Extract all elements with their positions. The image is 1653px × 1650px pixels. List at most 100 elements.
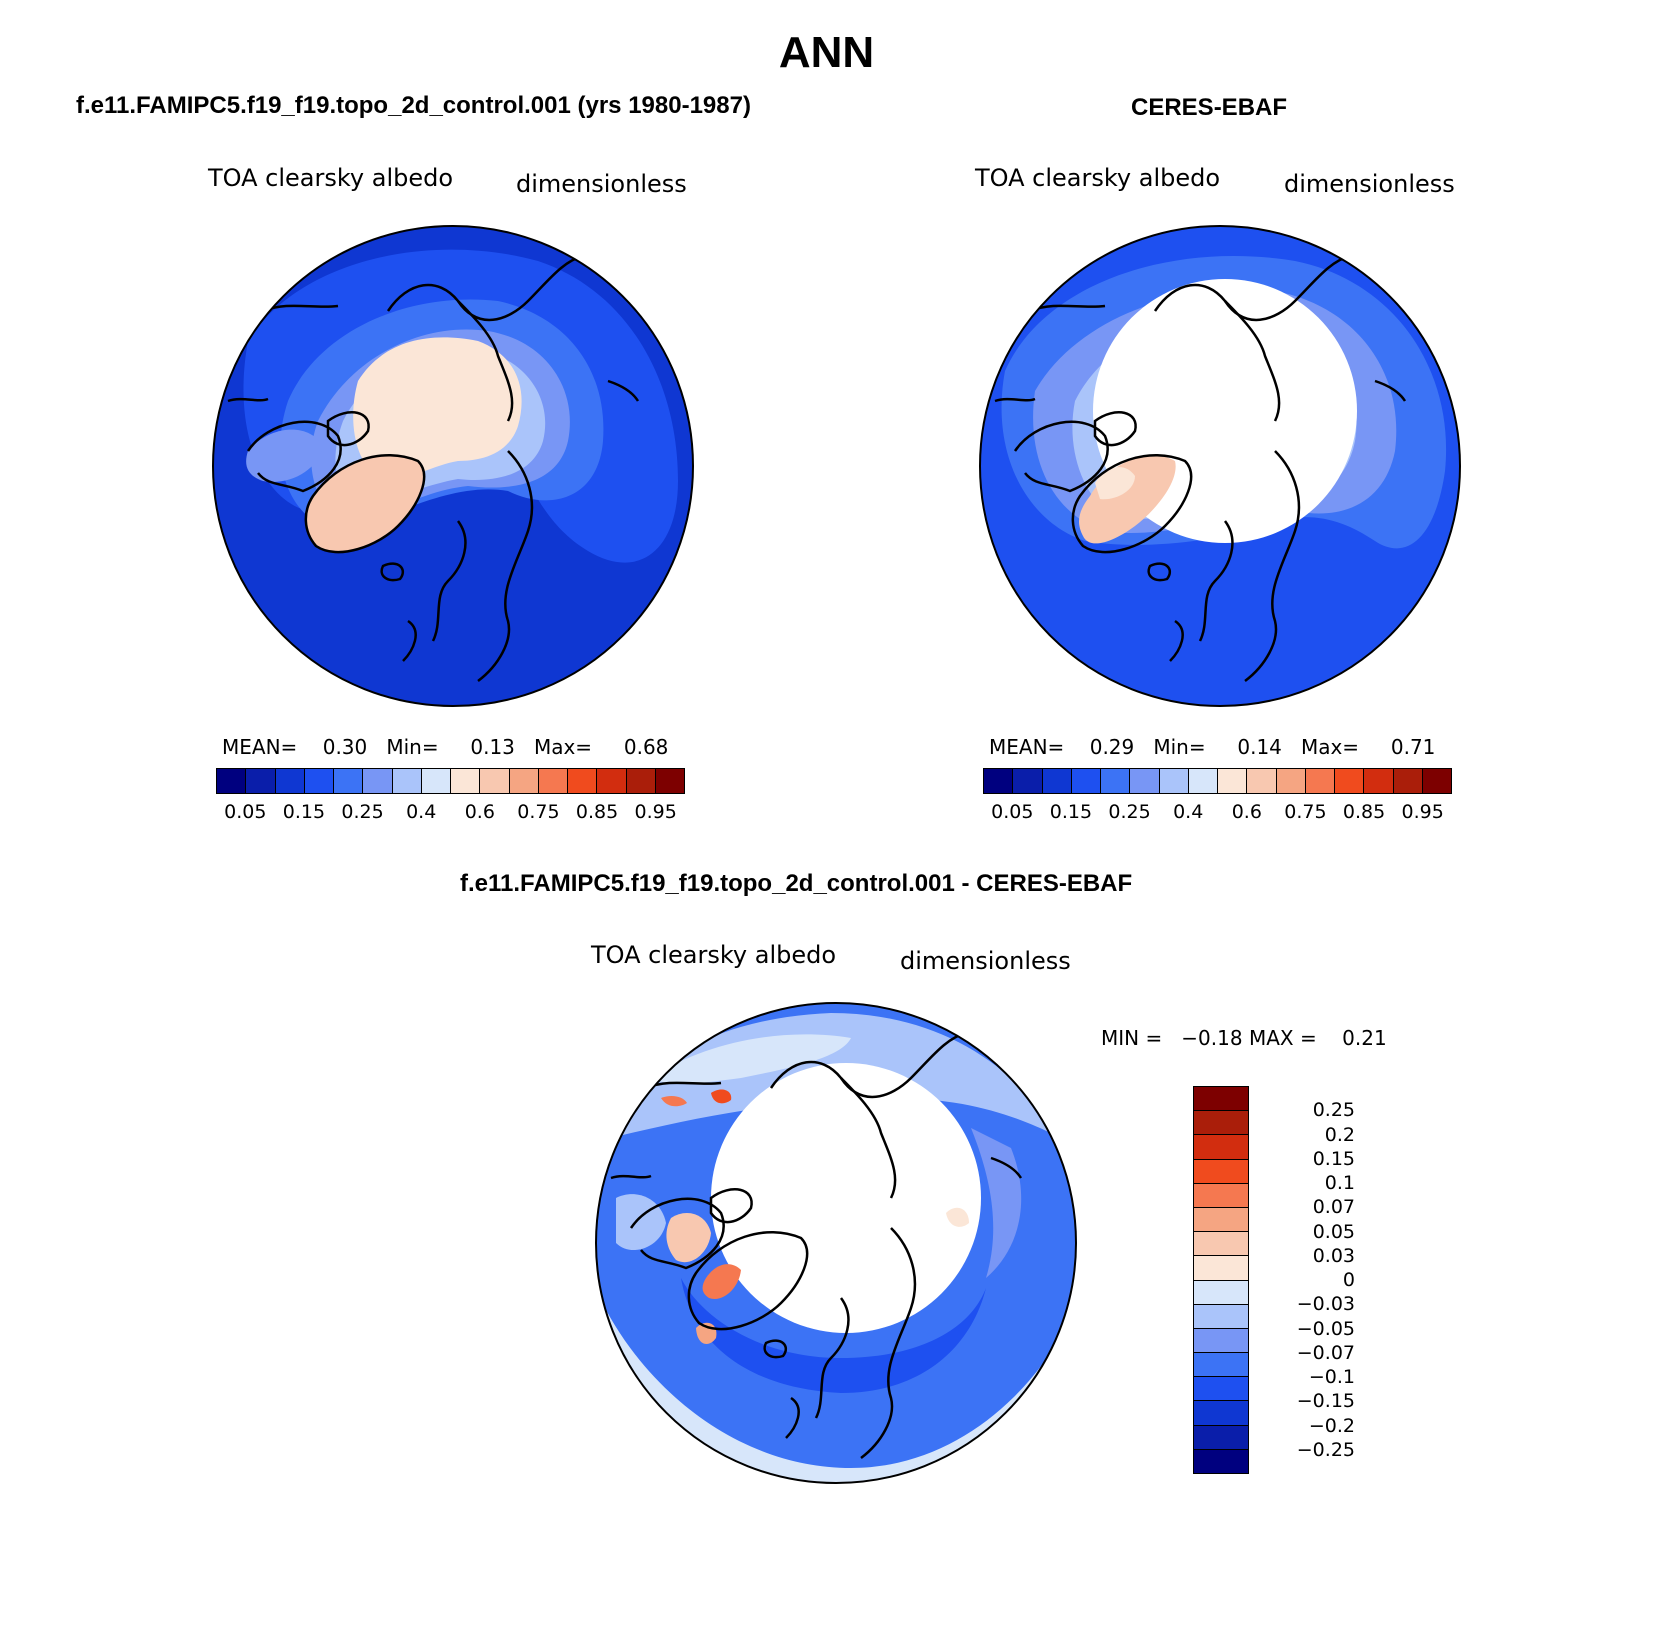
colorbar-tick-label: 0.75 <box>517 801 560 823</box>
colorbar-swatch <box>217 769 247 793</box>
colorbar-swatch <box>480 769 510 793</box>
colorbar-swatch <box>1194 1400 1248 1425</box>
panel-1-variable: TOA clearsky albedo <box>208 164 454 192</box>
panel-2-title: CERES-EBAF <box>1131 94 1288 121</box>
panel-3-stats: MIN = −0.18 MAX = 0.21 <box>1101 1026 1387 1050</box>
colorbar-tick-label: 0.75 <box>1284 801 1327 823</box>
panel-3-variable: TOA clearsky albedo <box>591 941 837 969</box>
colorbar-tick-label: 0.95 <box>634 801 677 823</box>
colorbar-swatch <box>334 769 364 793</box>
colorbar-swatch <box>1194 1376 1248 1401</box>
colorbar-swatch <box>1194 1352 1248 1377</box>
colorbar-tick-label: 0.05 <box>1312 1220 1355 1243</box>
colorbar-swatch <box>1422 769 1451 793</box>
colorbar-swatch <box>1194 1087 1248 1111</box>
panel-1-units: dimensionless <box>516 170 687 198</box>
colorbar-swatch <box>1194 1327 1248 1353</box>
colorbar-tick-label: 0 <box>1342 1269 1355 1291</box>
colorbar-swatch <box>626 769 656 793</box>
panel-2-map <box>979 225 1461 707</box>
colorbar-swatch <box>984 769 1014 793</box>
colorbar-swatch <box>1194 1255 1248 1280</box>
colorbar-tick-label: 0.1 <box>1324 1172 1355 1194</box>
colorbar-swatch <box>1305 769 1335 793</box>
colorbar-tick-label: 0.15 <box>282 801 326 823</box>
colorbar-swatch <box>1013 769 1043 793</box>
colorbar-swatch <box>392 769 422 793</box>
panel-1-colorbar <box>216 768 685 794</box>
colorbar-swatch <box>421 769 451 793</box>
colorbar-swatch <box>1194 1134 1248 1159</box>
colorbar-tick-label: 0.4 <box>406 801 437 823</box>
panel-3-colorbar <box>1193 1086 1249 1474</box>
colorbar-tick-label: −0.07 <box>1296 1341 1355 1364</box>
colorbar-tick-label: 0.85 <box>575 801 619 823</box>
colorbar-swatch <box>1159 769 1189 793</box>
colorbar-swatch <box>1188 769 1218 793</box>
colorbar-tick-label: 0.15 <box>1312 1147 1355 1170</box>
colorbar-tick-label: 0.07 <box>1312 1196 1355 1219</box>
panel-2-colorbar <box>983 768 1452 794</box>
panel-3-title: f.e11.FAMIPC5.f19_f19.topo_2d_control.00… <box>460 870 1133 897</box>
colorbar-swatch <box>1194 1158 1248 1183</box>
colorbar-swatch <box>1042 769 1072 793</box>
colorbar-tick-label: 0.05 <box>991 801 1034 823</box>
colorbar-tick-label: −0.1 <box>1308 1366 1355 1388</box>
colorbar-tick-label: 0.95 <box>1401 801 1444 823</box>
colorbar-swatch <box>1194 1206 1248 1232</box>
colorbar-swatch <box>304 769 334 793</box>
colorbar-swatch <box>1276 769 1306 793</box>
colorbar-tick-label: −0.25 <box>1296 1438 1355 1461</box>
colorbar-tick-label: 0.25 <box>341 801 384 823</box>
colorbar-swatch <box>1247 769 1277 793</box>
panel-1-map <box>212 225 694 707</box>
colorbar-swatch <box>451 769 481 793</box>
colorbar-tick-label: 0.85 <box>1342 801 1386 823</box>
colorbar-tick-label: 0.6 <box>464 801 495 823</box>
colorbar-swatch <box>597 769 627 793</box>
colorbar-tick-label: 0.4 <box>1173 801 1204 823</box>
colorbar-tick-label: −0.03 <box>1296 1293 1355 1316</box>
panel-2-variable: TOA clearsky albedo <box>975 164 1221 192</box>
colorbar-swatch <box>1194 1424 1248 1449</box>
colorbar-tick-label: −0.05 <box>1296 1317 1355 1340</box>
colorbar-tick-label: 0.25 <box>1108 801 1151 823</box>
panel-1-stats: MEAN= 0.30 Min= 0.13 Max= 0.68 <box>222 735 669 759</box>
colorbar-swatch <box>1218 769 1248 793</box>
colorbar-swatch <box>1335 769 1365 793</box>
colorbar-swatch <box>1071 769 1101 793</box>
colorbar-tick-label: 0.15 <box>1049 801 1093 823</box>
colorbar-tick-label: 0.05 <box>224 801 267 823</box>
colorbar-tick-label: 0.25 <box>1312 1099 1355 1122</box>
colorbar-swatch <box>538 769 568 793</box>
colorbar-swatch <box>1194 1110 1248 1135</box>
colorbar-swatch <box>1130 769 1160 793</box>
colorbar-swatch <box>363 769 393 793</box>
colorbar-tick-label: 0.6 <box>1231 801 1262 823</box>
colorbar-swatch <box>275 769 305 793</box>
colorbar-swatch <box>1194 1279 1248 1304</box>
panel-3-units: dimensionless <box>900 947 1071 975</box>
panel-3-colorbar-labels: −0.25 −0.2 −0.15 −0.1 −0.07 −0.05 −0.03 0 0.03 0.… <box>1255 1086 1395 1474</box>
panel-2-units: dimensionless <box>1284 170 1455 198</box>
colorbar-swatch <box>509 769 539 793</box>
colorbar-swatch <box>1101 769 1131 793</box>
figure-title: ANN <box>778 28 875 77</box>
colorbar-swatch <box>1393 769 1423 793</box>
panel-1-colorbar-labels: 0.05 0.15 0.25 0.4 0.6 0.75 0.85 0.95 <box>216 801 685 825</box>
colorbar-tick-label: 0.2 <box>1324 1123 1355 1146</box>
colorbar-swatch <box>1194 1182 1248 1207</box>
panel-1-title: f.e11.FAMIPC5.f19_f19.topo_2d_control.00… <box>76 92 751 119</box>
panel-3-map <box>595 1002 1077 1484</box>
colorbar-swatch <box>1364 769 1394 793</box>
colorbar-swatch <box>1194 1448 1248 1473</box>
colorbar-swatch <box>246 769 276 793</box>
panel-2-colorbar-labels: 0.05 0.15 0.25 0.4 0.6 0.75 0.85 0.95 <box>983 801 1452 825</box>
colorbar-tick-label: −0.15 <box>1296 1390 1355 1413</box>
colorbar-swatch <box>1194 1231 1248 1256</box>
colorbar-swatch <box>1194 1303 1248 1328</box>
colorbar-tick-label: 0.03 <box>1312 1244 1355 1267</box>
colorbar-swatch <box>655 769 684 793</box>
colorbar-tick-label: −0.2 <box>1308 1414 1355 1437</box>
panel-2-stats: MEAN= 0.29 Min= 0.14 Max= 0.71 <box>989 735 1436 759</box>
